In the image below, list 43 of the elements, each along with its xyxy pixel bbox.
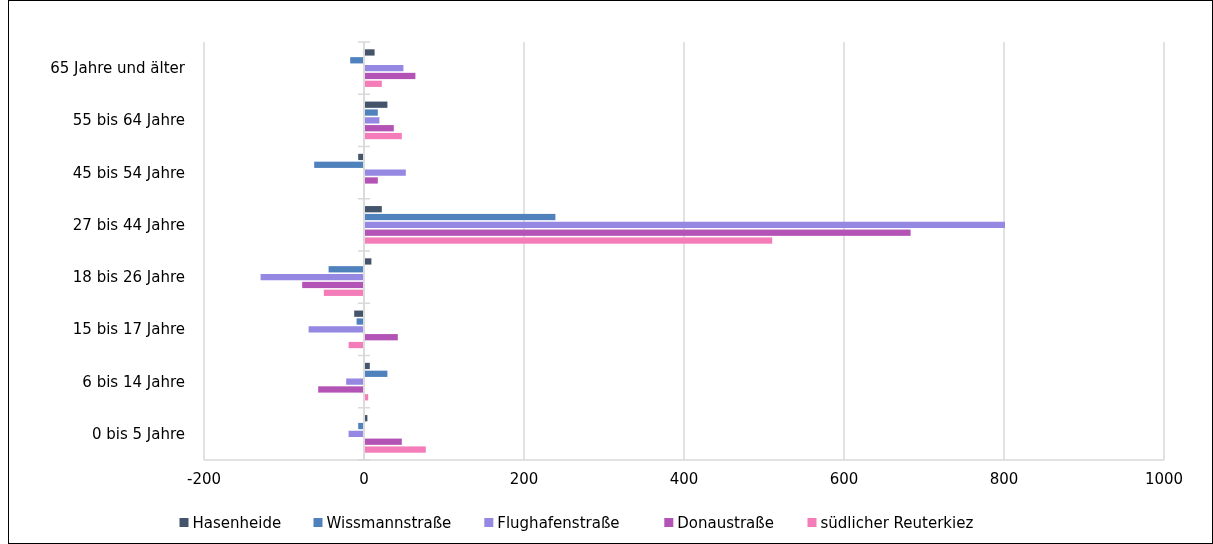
y-tick-label: 6 bis 14 Jahre — [82, 372, 185, 391]
bar — [365, 169, 406, 176]
bar — [365, 125, 394, 132]
bar — [365, 49, 375, 56]
bar — [365, 132, 402, 140]
bar — [365, 438, 402, 445]
bar — [365, 213, 556, 221]
y-tick-label: 18 bis 26 Jahre — [72, 268, 185, 287]
bar — [365, 206, 382, 213]
x-tick-label: 1000 — [1144, 470, 1184, 488]
y-tick-label: 27 bis 44 Jahre — [72, 215, 185, 234]
bar — [365, 64, 404, 72]
bar — [365, 446, 426, 453]
bar — [365, 72, 416, 80]
legend-label: Donaustraße — [677, 514, 774, 532]
bar — [365, 229, 911, 236]
y-tick-label: 45 bis 54 Jahre — [72, 163, 185, 182]
legend-label: Hasenheide — [192, 514, 282, 532]
x-tick-label: 600 — [829, 470, 859, 488]
bar — [365, 177, 378, 184]
legend-label: Wissmannstraße — [326, 514, 452, 532]
x-tick-label: 200 — [509, 470, 539, 488]
y-tick-label: 15 bis 17 Jahre — [72, 320, 185, 339]
x-tick-label: 400 — [669, 470, 699, 488]
bar — [365, 109, 378, 116]
legend-label: südlicher Reuterkiez — [820, 514, 974, 532]
bar — [365, 80, 382, 87]
y-tick-label: 65 Jahre und älter — [50, 59, 186, 78]
x-tick-label: 800 — [989, 470, 1019, 488]
bar — [365, 394, 369, 401]
bar — [365, 221, 1005, 229]
y-tick-label: 55 bis 64 Jahre — [72, 111, 185, 130]
bar — [365, 370, 388, 377]
bar — [365, 117, 380, 124]
x-tick-label: 0 — [359, 470, 369, 488]
bar — [365, 334, 398, 341]
bar — [365, 237, 773, 244]
y-tick-label: 0 bis 5 Jahre — [91, 424, 185, 443]
x-tick-label: -200 — [186, 470, 222, 488]
bar — [365, 101, 388, 108]
bar — [365, 258, 372, 265]
legend-label: Flughafenstraße — [497, 514, 620, 532]
bar — [365, 362, 370, 370]
